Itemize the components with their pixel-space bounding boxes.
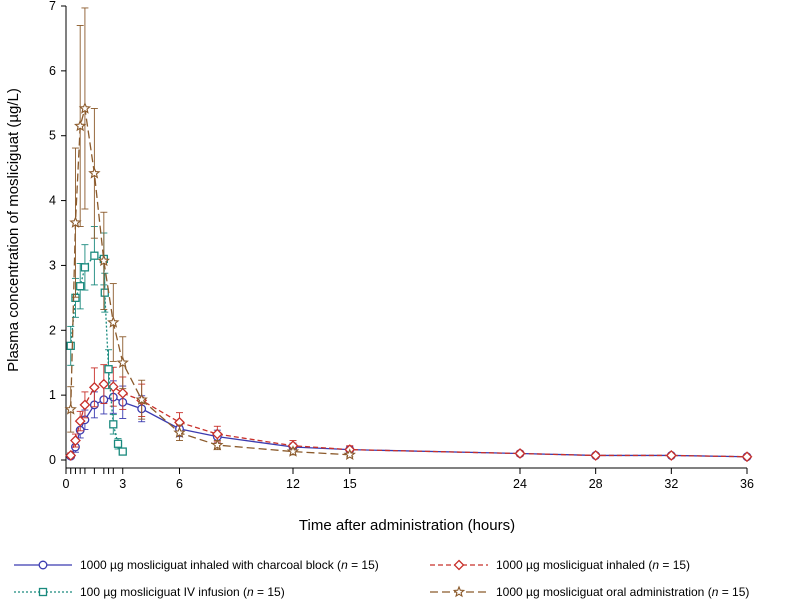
square-marker: [100, 288, 109, 297]
diamond-marker: [741, 451, 753, 463]
legend-label: 1000 µg mosliciguat inhaled (n = 15): [496, 558, 690, 572]
x-axis-title: Time after administration (hours): [299, 517, 515, 534]
diamond-marker: [590, 450, 602, 461]
star-marker: [173, 426, 186, 439]
x-tick-label: 0: [63, 477, 70, 491]
star-marker: [88, 166, 101, 179]
diamond-marker: [117, 387, 129, 399]
diamond-marker: [98, 378, 110, 390]
legend-label: 100 µg mosliciguat IV infusion (n = 15): [80, 585, 285, 599]
series-layer: [64, 7, 753, 463]
star-marker: [74, 119, 87, 132]
series-line: [70, 108, 350, 456]
x-tick-label: 6: [176, 477, 183, 491]
diamond-marker: [88, 381, 100, 393]
circle-marker: [38, 560, 48, 570]
diamond-marker: [211, 428, 223, 440]
square-marker: [90, 251, 99, 260]
star-marker: [116, 356, 129, 368]
diamond-marker: [74, 415, 86, 427]
star-marker: [78, 101, 92, 114]
y-tick-label: 3: [49, 258, 56, 272]
legend-label: 1000 µg mosliciguat oral administration …: [496, 585, 749, 599]
series-1: [66, 380, 752, 462]
diamond-marker: [665, 450, 677, 461]
x-tick-label: 3: [119, 477, 126, 491]
x-tick-label: 28: [589, 477, 603, 491]
square-marker: [80, 263, 90, 272]
diamond-marker: [79, 399, 91, 411]
diamond-marker: [70, 435, 81, 446]
star-marker: [69, 216, 82, 228]
legend-item-1: 1000 µg mosliciguat inhaled with charcoa…: [14, 558, 379, 572]
legend-label: 1000 µg mosliciguat inhaled with charcoa…: [80, 558, 379, 572]
legend-item-3: 100 µg mosliciguat IV infusion (n = 15): [14, 585, 285, 599]
square-marker: [38, 587, 48, 597]
diamond-marker: [453, 559, 465, 571]
star-marker: [135, 393, 148, 405]
star-marker: [286, 445, 300, 457]
star-marker: [211, 438, 224, 451]
x-tick-label: 12: [286, 477, 300, 491]
square-marker: [66, 341, 75, 351]
square-marker: [76, 282, 85, 291]
diamond-marker: [514, 448, 526, 459]
star-marker: [64, 402, 77, 415]
y-tick-label: 7: [49, 0, 56, 13]
series-line: [70, 383, 748, 458]
square-marker: [118, 447, 127, 456]
y-tick-label: 6: [49, 64, 56, 78]
x-tick-label: 32: [664, 477, 678, 491]
y-tick-label: 2: [49, 323, 56, 337]
square-marker: [109, 420, 118, 429]
x-tick-label: 36: [740, 477, 754, 491]
legend-item-4: 1000 µg mosliciguat oral administration …: [430, 585, 749, 599]
star-marker: [97, 254, 110, 267]
diamond-marker: [65, 450, 77, 461]
series-2: [65, 364, 753, 463]
square-marker: [113, 439, 123, 448]
y-tick-label: 5: [49, 129, 56, 143]
star-marker: [452, 585, 466, 598]
y-tick-label: 4: [49, 194, 56, 208]
y-axis-title: Plasma concentration of mosliciguat (µg/…: [5, 88, 22, 372]
legend-item-2: 1000 µg mosliciguat inhaled (n = 15): [430, 558, 690, 572]
series-4: [64, 7, 356, 461]
star-marker: [107, 316, 120, 328]
y-tick-label: 0: [49, 453, 56, 467]
square-marker: [104, 365, 113, 374]
star-marker: [343, 448, 356, 461]
x-tick-label: 15: [343, 477, 357, 491]
legend: 1000 µg mosliciguat inhaled with charcoa…: [14, 558, 749, 599]
y-tick-label: 1: [49, 388, 56, 402]
x-tick-label: 24: [513, 477, 527, 491]
